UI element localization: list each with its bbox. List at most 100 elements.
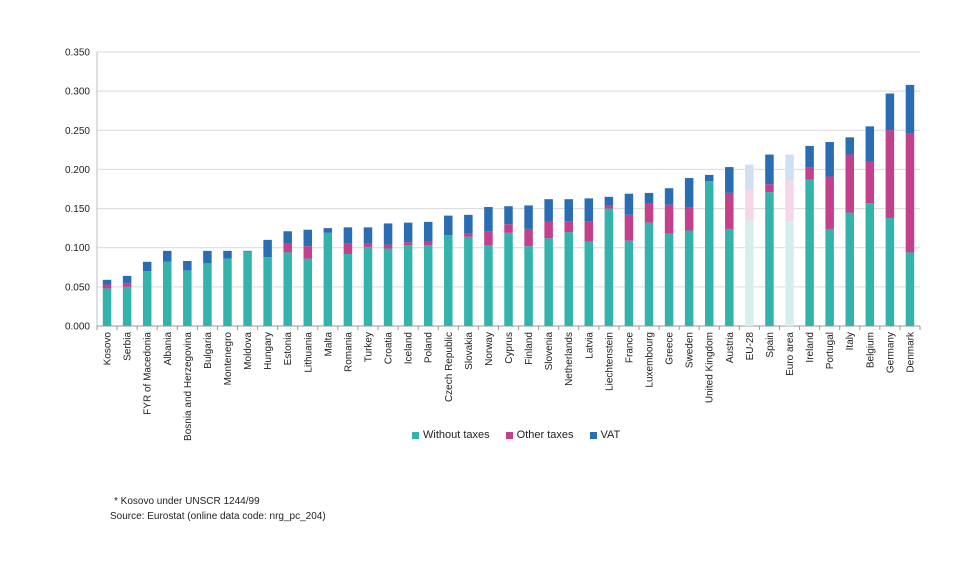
x-category-label: Finland <box>524 332 535 365</box>
bar-segment-vat <box>102 279 112 285</box>
bar-segment-vat <box>905 84 915 134</box>
x-category-label: FYR of Macedonia <box>143 332 154 415</box>
bar-segment-other-taxes <box>504 224 513 233</box>
y-tick-label: 0.200 <box>65 165 90 176</box>
chart-notes: * Kosovo under UNSCR 1244/99 Source: Eur… <box>110 494 326 524</box>
x-category-label: Albania <box>163 332 174 366</box>
x-category-label: Romania <box>343 332 354 372</box>
bar-segment-vat <box>263 239 272 258</box>
bar-segment-without-taxes <box>142 271 152 326</box>
legend-label-other-taxes: Other taxes <box>516 429 574 441</box>
legend-label-without-taxes: Without taxes <box>423 429 490 441</box>
bar-segment-without-taxes <box>203 263 212 326</box>
bar-segment-without-taxes <box>725 228 734 326</box>
y-axis-tick-labels: 0.000 0.050 0.100 0.150 0.200 0.250 0.300 0.350 <box>65 48 90 333</box>
bar-segment-without-taxes <box>865 203 875 326</box>
bar-segment-without-taxes <box>444 235 453 326</box>
bar-segment-without-taxes <box>805 179 814 326</box>
bar-segment-without-taxes <box>263 257 272 326</box>
x-category-label: Croatia <box>384 332 395 365</box>
x-category-label: Liechtenstein <box>604 332 615 391</box>
x-category-label: Malta <box>323 332 334 357</box>
x-category-label: Spain <box>765 332 776 358</box>
x-category-label: Netherlands <box>564 332 575 386</box>
bar-segment-vat <box>644 192 654 204</box>
x-category-label: Germany <box>885 332 896 373</box>
legend-swatch-without-taxes <box>412 431 419 439</box>
x-category-label: Kosovo <box>103 332 114 366</box>
bar-segment-other-taxes <box>363 243 373 247</box>
bar-segment-vat <box>825 142 834 177</box>
x-category-label: EU-28 <box>745 332 756 361</box>
x-category-label: Turkey <box>363 332 374 362</box>
x-category-label: Bosnia and Herzegovina <box>183 332 194 441</box>
bar-segment-vat <box>383 223 393 245</box>
bar-segment-vat <box>584 198 594 222</box>
bar-segment-vat <box>765 154 774 185</box>
bar-segment-vat <box>243 250 252 252</box>
bar-segment-vat <box>423 221 433 242</box>
x-category-label: Slovakia <box>464 332 475 370</box>
bar-segment-other-taxes <box>524 228 533 247</box>
bar-segment-vat <box>343 227 353 244</box>
x-category-label: Montenegro <box>223 332 234 386</box>
bar-segment-without-taxes <box>122 286 132 326</box>
bar-segment-vat <box>122 275 132 284</box>
bar-segment-other-taxes <box>785 180 794 222</box>
bar-segment-other-taxes <box>825 176 834 229</box>
bar-segment-other-taxes <box>905 133 915 253</box>
bar-segment-vat <box>163 250 172 262</box>
bar-segment-vat <box>544 199 553 222</box>
x-category-label: Serbia <box>123 332 134 361</box>
bar-segment-without-taxes <box>825 228 834 326</box>
bar-segment-vat <box>323 228 333 233</box>
x-category-label: Luxembourg <box>645 332 656 388</box>
bar-segment-without-taxes <box>283 252 292 326</box>
bar-segment-without-taxes <box>243 251 252 326</box>
bars <box>102 84 915 326</box>
x-category-label: Euro area <box>785 332 796 376</box>
bar-segment-without-taxes <box>504 232 513 326</box>
x-category-label: Ireland <box>805 332 816 363</box>
bar-segment-without-taxes <box>905 252 915 326</box>
x-axis-category-labels: Kosovo Serbia FYR of Macedonia Albania Bosni… <box>103 331 917 441</box>
x-category-label: Poland <box>424 332 435 363</box>
bar-segment-vat <box>865 126 875 162</box>
x-category-label: Hungary <box>263 332 274 370</box>
bar-segment-vat <box>785 154 794 181</box>
bar-segment-vat <box>444 215 453 236</box>
bar-segment-other-taxes <box>303 246 313 259</box>
y-tick-label: 0.000 <box>65 322 90 333</box>
bar-segment-other-taxes <box>564 221 573 233</box>
bar-segment-vat <box>885 93 895 131</box>
x-category-label: Czech Republic <box>444 332 455 402</box>
x-category-label: Moldova <box>243 332 254 370</box>
bar-segment-without-taxes <box>845 212 854 326</box>
bar-segment-other-taxes <box>664 204 674 234</box>
bar-segment-vat <box>403 222 413 243</box>
bar-segment-without-taxes <box>765 192 774 326</box>
y-tick-label: 0.250 <box>65 126 90 137</box>
legend-swatch-other-taxes <box>505 431 513 439</box>
bar-segment-without-taxes <box>684 230 694 326</box>
bar-segment-without-taxes <box>604 208 614 326</box>
bar-segment-other-taxes <box>544 221 553 239</box>
bar-segment-other-taxes <box>885 130 895 218</box>
bar-segment-other-taxes <box>584 221 594 242</box>
bar-segment-vat <box>484 207 493 232</box>
legend-item-vat: VAT <box>589 429 620 441</box>
bar-segment-vat <box>564 199 573 222</box>
bar-segment-without-taxes <box>785 221 794 326</box>
bar-segment-other-taxes <box>484 231 493 246</box>
bar-segment-vat <box>142 261 152 272</box>
bar-segment-without-taxes <box>624 240 634 326</box>
bar-segment-vat <box>504 206 513 225</box>
legend-item-other-taxes: Other taxes <box>505 429 574 441</box>
bar-segment-vat <box>283 231 292 244</box>
x-category-label: United Kingdom <box>705 332 716 403</box>
bar-segment-without-taxes <box>484 245 493 326</box>
bar-segment-other-taxes <box>403 242 413 246</box>
bar-segment-vat <box>183 261 192 271</box>
x-category-label: Italy <box>845 332 856 350</box>
